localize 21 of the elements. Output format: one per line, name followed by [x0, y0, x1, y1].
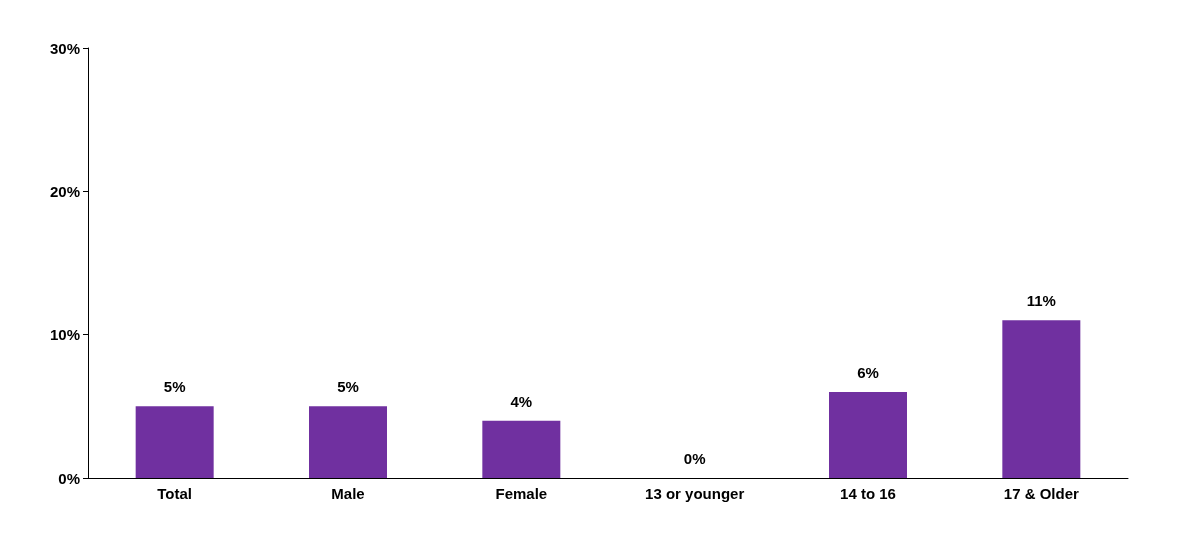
x-tick-label: Female: [495, 485, 548, 502]
data-label: 4%: [510, 392, 533, 410]
data-label: 5%: [337, 378, 359, 396]
bar: [309, 406, 387, 478]
x-tick-label: Male: [331, 485, 365, 502]
bar: [135, 406, 214, 478]
x-tick-label: Total: [157, 485, 193, 502]
bar: [1002, 320, 1081, 478]
data-label: 0%: [683, 450, 706, 467]
x-tick-label: 17 & Older: [1003, 485, 1080, 502]
y-tick-label: 0%: [58, 469, 80, 487]
bar: [829, 392, 907, 478]
y-tick-label: 10%: [49, 326, 80, 344]
bar: [482, 420, 561, 478]
y-tick-label: 20%: [49, 182, 80, 200]
data-label: 6%: [857, 364, 879, 381]
data-label: 11%: [1026, 292, 1056, 310]
x-tick-label: 14 to 16: [840, 485, 896, 502]
x-tick-label: 13 or younger: [645, 485, 745, 502]
data-label: 5%: [163, 378, 186, 396]
y-tick-label: 30%: [49, 39, 80, 57]
